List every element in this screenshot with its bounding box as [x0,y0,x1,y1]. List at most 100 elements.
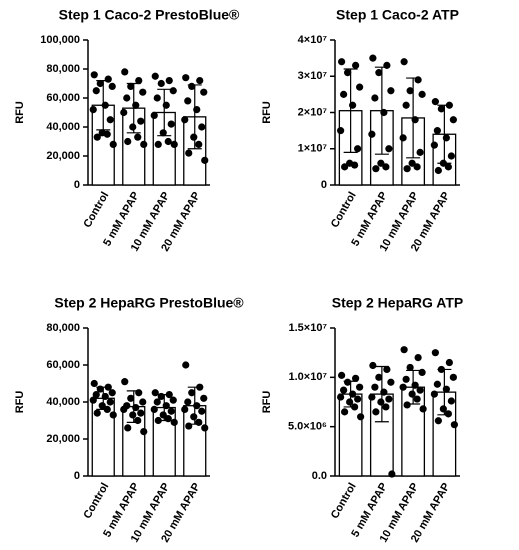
data-point [419,405,427,413]
data-point [433,380,441,388]
data-point [431,98,439,106]
error-bar [187,386,202,425]
data-point [153,398,161,406]
data-point [377,159,385,167]
data-point [167,407,175,415]
data-point [399,383,407,391]
error-bar [343,380,358,408]
data-point [201,156,209,164]
data-point [89,396,97,404]
error-bar [157,394,172,422]
data-point [134,133,142,141]
y-tick-label: 5.0×10⁶ [288,421,327,433]
data-point [167,120,175,128]
data-point [449,116,457,124]
data-point [139,88,147,96]
data-point [106,398,114,406]
data-point [337,393,345,401]
error-bar [187,84,202,150]
data-point [103,130,111,138]
y-tick-label: 2×10⁷ [298,106,328,118]
data-point [434,417,442,425]
x-tick-label: Control [81,481,111,521]
data-point [120,108,128,117]
data-point [388,470,396,478]
chart-title: Step 1 Caco-2 PrestoBlue® [59,7,240,23]
data-point [444,410,452,418]
data-point [129,123,137,131]
data-point [402,375,410,383]
data-point [383,365,391,374]
data-point [444,163,452,171]
data-point [352,374,360,382]
data-point [140,140,148,148]
data-point [164,137,172,146]
y-tick-label: 60,000 [46,92,80,104]
data-point [159,129,167,137]
data-point [120,405,128,413]
data-point [169,87,177,95]
error-bar [126,390,141,423]
data-point [150,405,158,413]
data-point [418,90,426,98]
data-point [369,54,377,62]
y-tick-label: 1.0×10⁷ [289,371,328,383]
data-point [127,82,135,90]
y-tick-label: 80,000 [46,63,80,75]
data-point [185,149,193,157]
chart-title: Step 1 Caco-2 ATP [336,7,459,23]
data-point [385,145,393,153]
data-point [170,418,178,426]
y-tick-label: 60,000 [46,359,80,371]
y-axis-label: RFU [14,391,26,414]
y-tick-label: 80,000 [46,322,80,334]
data-point [159,411,167,419]
data-point [340,386,348,394]
data-point [96,79,104,88]
data-point [338,371,346,379]
data-point [92,87,100,95]
data-point [121,378,129,386]
data-point [153,94,161,102]
data-point [201,424,209,432]
data-point [414,354,422,362]
data-point [93,133,101,141]
data-point [196,77,204,85]
data-point [354,145,362,153]
data-point [371,94,379,102]
data-point [416,386,424,394]
data-point [124,137,132,146]
data-point [154,140,162,148]
data-point [351,161,359,169]
y-tick-label: 40,000 [46,121,80,133]
data-point [181,116,189,124]
data-point [354,395,362,403]
error-bar [96,386,111,410]
data-point [108,82,116,90]
y-tick-label: 4×10⁷ [298,34,328,46]
x-tick-label: Control [329,190,359,230]
data-point [383,61,391,69]
data-point [399,134,407,142]
data-point [181,405,189,413]
data-point [188,389,196,397]
data-point [104,75,112,83]
y-tick-label: 0 [321,179,327,191]
data-point [198,407,206,415]
x-tick-label: Control [329,481,359,521]
data-point [372,408,380,416]
data-point [195,418,203,426]
data-point [135,77,143,85]
data-point [382,403,390,411]
data-point [344,69,352,77]
data-point [445,358,453,367]
data-point [164,415,172,423]
data-point [385,395,393,403]
data-point [93,409,101,417]
data-point [108,389,116,397]
data-point [190,413,198,421]
data-point [195,140,203,148]
data-point [157,79,165,88]
data-point [368,393,376,401]
